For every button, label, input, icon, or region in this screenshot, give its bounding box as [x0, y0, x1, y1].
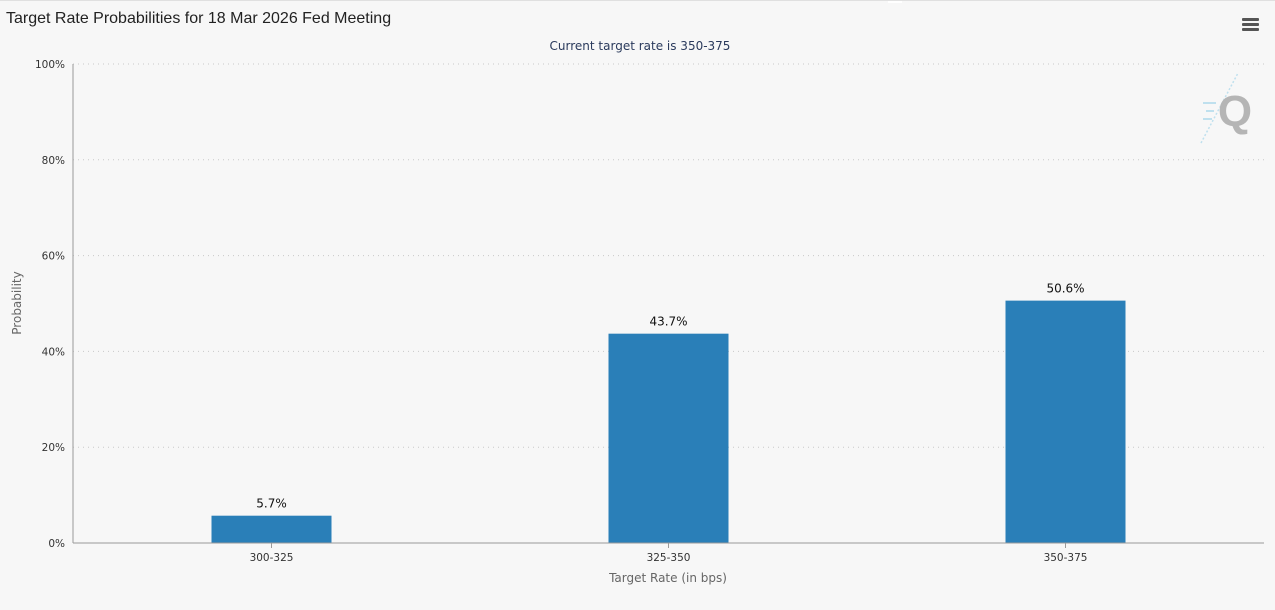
x-tick-label: 300-325: [250, 552, 294, 564]
hamburger-menu-icon[interactable]: [1238, 13, 1262, 37]
bar-data-label: 43.7%: [649, 315, 687, 329]
y-axis-ticks: 0% 20% 40% 60% 80% 100%: [35, 59, 65, 550]
bar-300-325[interactable]: [211, 515, 332, 543]
y-tick-label: 0%: [48, 538, 65, 550]
top-divider: [888, 1, 902, 3]
chart-subtitle: Current target rate is 350-375: [550, 39, 731, 53]
y-tick-label: 100%: [35, 59, 65, 71]
y-tick-label: 80%: [42, 155, 65, 167]
quikstrike-q-logo-icon: Q: [1200, 72, 1252, 144]
bar-350-375[interactable]: [1005, 300, 1126, 543]
bar-series: 5.7% 43.7% 50.6%: [211, 282, 1126, 543]
x-axis-title: Target Rate (in bps): [608, 571, 727, 585]
svg-text:Q: Q: [1218, 87, 1252, 136]
x-tick-label: 325-350: [647, 552, 691, 564]
y-tick-label: 20%: [42, 442, 65, 454]
bar-325-350[interactable]: [608, 333, 729, 543]
x-tick-label: 350-375: [1044, 552, 1088, 564]
bar-data-label: 50.6%: [1046, 282, 1084, 296]
y-tick-label: 40%: [42, 346, 65, 358]
y-axis-title: Probability: [10, 271, 24, 334]
y-tick-label: 60%: [42, 251, 65, 263]
bar-data-label: 5.7%: [256, 497, 287, 511]
chart-title: Target Rate Probabilities for 18 Mar 202…: [6, 10, 392, 27]
x-axis-ticks: 300-325 325-350 350-375: [250, 543, 1088, 564]
